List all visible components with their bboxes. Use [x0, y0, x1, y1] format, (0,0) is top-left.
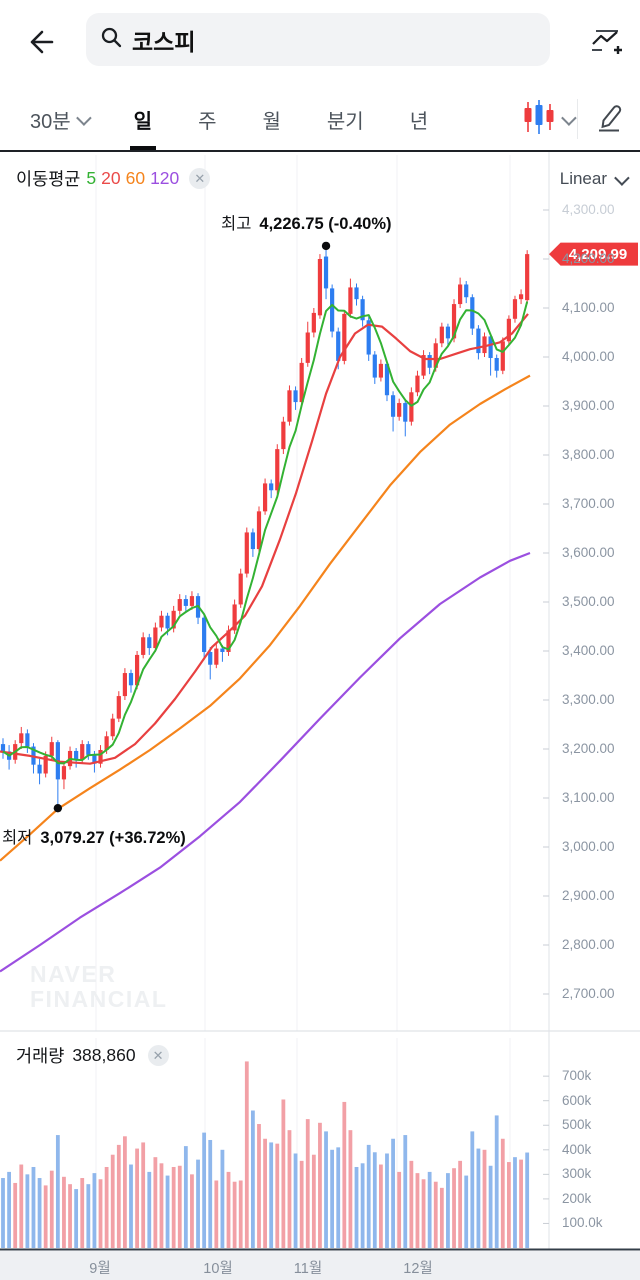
high-value: 4,226.75 (-0.40%) [259, 214, 392, 233]
watermark-line2: FINANCIAL [30, 986, 168, 1013]
month-axis-strip [0, 1251, 640, 1280]
candlestick-series [0, 245, 530, 809]
tab-label: 년 [409, 110, 429, 133]
extreme-markers [53, 241, 331, 813]
price-axis-label: 4,200.00 [562, 251, 615, 266]
search-value: 코스피 [132, 28, 196, 55]
volume-axis-label: 100.0k [562, 1215, 603, 1231]
month-label-12월: 12월 [403, 1261, 433, 1277]
tab-년[interactable]: 년 [410, 88, 428, 150]
pencil-icon [595, 102, 623, 137]
ma-period-20: 20 [101, 168, 121, 188]
watermark-line1: NAVER [30, 961, 117, 987]
chart-style-button[interactable] [519, 88, 577, 150]
price-axis-label: 3,100.00 [562, 790, 615, 805]
tab-일[interactable]: 일 [129, 88, 157, 150]
close-ma-legend-button[interactable]: ✕ [189, 168, 211, 189]
price-axis-label: 2,800.00 [562, 937, 615, 952]
month-label-11월: 11월 [293, 1261, 323, 1277]
ma60-line [0, 374, 531, 862]
axes [0, 152, 640, 1251]
volume-legend: 거래량 388,860 ✕ [16, 1043, 169, 1068]
tabbar-divider [577, 99, 578, 139]
header: 코스피 [0, 0, 640, 88]
volume-series [1, 1061, 530, 1248]
volume-axis-label: 500k [562, 1117, 592, 1133]
ma20-line [0, 313, 529, 765]
ma-period-60: 60 [125, 168, 146, 188]
ma5 [2, 301, 529, 765]
tab-label: 일 [133, 110, 153, 133]
ma120 [0, 551, 531, 973]
current-price-badge: 4,209.99 [549, 242, 638, 266]
volume-title: 거래량 [16, 1046, 65, 1066]
volume-axis-label: 300k [562, 1166, 592, 1182]
tab-주[interactable]: 주 [198, 88, 216, 150]
volume-axis-label: 700k [562, 1068, 592, 1084]
scale-selector[interactable]: Linear [559, 169, 630, 189]
high-label: 최고 [221, 214, 252, 233]
low-value: 3,079.27 (+36.72%) [40, 829, 186, 848]
search-input[interactable]: 코스피 [86, 13, 550, 66]
period-tabbar: 30분 일 주 월 분기 년 [0, 88, 640, 152]
chart-canvas[interactable] [0, 152, 640, 1280]
price-axis-label: 3,500.00 [562, 594, 615, 609]
ma5-line [2, 301, 529, 765]
price-axis-label: 2,700.00 [562, 986, 615, 1001]
price-axis-label: 4,000.00 [562, 349, 615, 364]
price-axis-label: 3,800.00 [562, 447, 615, 462]
price-axis-label: 3,400.00 [562, 643, 615, 658]
ma-period-5: 5 [86, 168, 97, 188]
chevron-down-icon [75, 109, 92, 126]
low-label: 최저 [2, 829, 33, 848]
month-label-10월: 10월 [203, 1261, 233, 1277]
price-axis-label: 3,200.00 [562, 741, 615, 756]
tab-30분[interactable]: 30분 [30, 88, 92, 150]
volume-axis-label: 200k [562, 1190, 592, 1206]
back-arrow-icon [25, 27, 55, 62]
ma120-line [0, 551, 531, 973]
back-button[interactable] [18, 22, 62, 66]
ma60 [0, 374, 531, 862]
price-axis-label: 3,000.00 [562, 839, 615, 854]
low-annotation: 최저 3,079.27 (+36.72%) [2, 824, 186, 848]
price-axis-label: 3,700.00 [562, 496, 615, 511]
watermark: NAVER FINANCIAL [30, 961, 168, 1013]
price-axis-label: 4,100.00 [562, 300, 615, 315]
month-label-9월: 9월 [89, 1261, 111, 1277]
search-icon [100, 26, 122, 53]
volume-axis-label: 600k [562, 1092, 592, 1108]
low-dot [53, 803, 63, 813]
moving-average-legend: 이동평균 5 20 60 120 ✕ [16, 166, 211, 191]
candlestick-style-icon [523, 99, 555, 139]
tab-label: 월 [262, 110, 281, 133]
volume-axis-label: 400k [562, 1141, 592, 1157]
price-axis-label: 3,600.00 [562, 545, 615, 560]
tab-분기[interactable]: 분기 [327, 88, 364, 150]
moving-average-title: 이동평균 [16, 169, 81, 189]
ma-period-120: 120 [150, 168, 180, 188]
chevron-down-icon [561, 109, 577, 126]
volume-value: 388,860 [72, 1045, 136, 1065]
close-volume-legend-button[interactable]: ✕ [147, 1045, 169, 1066]
price-axis-label: 3,900.00 [562, 398, 615, 413]
price-axis-label: 4,300.00 [562, 202, 615, 217]
tab-label: 30분 [30, 110, 71, 133]
tab-label: 주 [198, 110, 217, 133]
draw-button[interactable] [578, 88, 640, 150]
tab-월[interactable]: 월 [262, 88, 280, 150]
add-chart-icon [588, 25, 622, 64]
moving-average-periods: 5 20 60 120 [86, 168, 179, 189]
ma20 [0, 313, 529, 765]
add-chart-button[interactable] [582, 22, 628, 66]
price-axis-label: 3,300.00 [562, 692, 615, 707]
scale-selector-label: Linear [559, 169, 607, 188]
price-axis-label: 2,900.00 [562, 888, 615, 903]
vertical-gridlines [95, 155, 511, 1248]
high-dot [321, 241, 331, 251]
tab-label: 분기 [326, 110, 364, 133]
high-annotation: 최고 4,226.75 (-0.40%) [221, 210, 391, 234]
